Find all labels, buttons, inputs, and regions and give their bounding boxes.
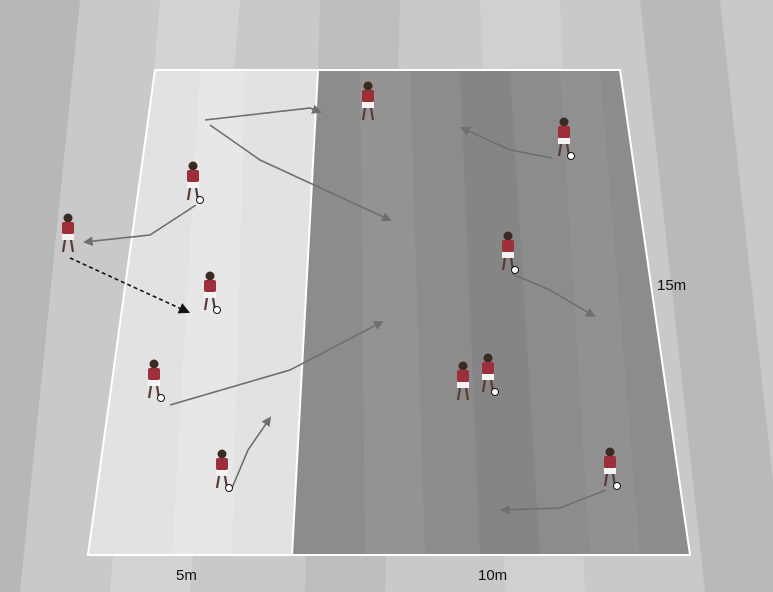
player-figure [215, 449, 233, 492]
ball-icon [491, 388, 499, 396]
width-left-label: 5m [176, 567, 197, 584]
players-layer [61, 81, 621, 492]
field-lines [86, 69, 692, 556]
outer-zone [88, 70, 318, 555]
ball-icon [511, 266, 519, 274]
dribble-path [511, 273, 596, 317]
ball-icon [196, 196, 204, 204]
inner-zone [292, 70, 690, 555]
zone-stripes [172, 70, 640, 555]
dribble-path [460, 126, 553, 159]
player-figure [456, 361, 470, 401]
ball-icon [213, 306, 221, 314]
player-figure [603, 447, 621, 490]
player-figure [501, 231, 519, 274]
length-label: 15m [657, 277, 686, 294]
dribble-path [204, 104, 322, 121]
player-figure [481, 353, 499, 396]
ball-icon [157, 394, 165, 402]
player-figure [61, 213, 75, 253]
dribble-path [169, 321, 384, 406]
player-figure [186, 161, 204, 204]
player-figure [147, 359, 165, 402]
dribble-path [500, 489, 607, 515]
ball-icon [225, 484, 233, 492]
ball-icon [567, 152, 575, 160]
ball-icon [613, 482, 621, 490]
pass-arrow [69, 257, 191, 314]
dribble-path [209, 124, 392, 222]
player-figure [203, 271, 221, 314]
player-figure [361, 81, 375, 121]
width-right-label: 10m [478, 567, 507, 584]
player-figure [557, 117, 575, 160]
dribble-path [231, 416, 272, 489]
dribble-path [83, 204, 197, 246]
dribble-paths [83, 104, 607, 515]
